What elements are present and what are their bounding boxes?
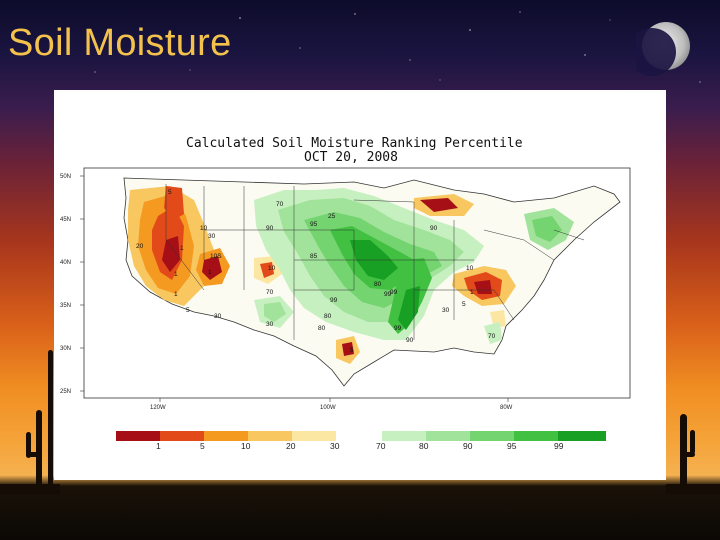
contour-label: 80 — [374, 281, 382, 288]
contour-label: 70 — [488, 333, 496, 340]
state-boundaries — [165, 184, 585, 340]
soil-moisture-map: Calculated Soil Moisture Ranking Percent… — [60, 136, 631, 451]
contour-label: 1 — [470, 289, 474, 296]
color-legend: 1 5 10 20 30 70 80 90 95 99 — [116, 431, 606, 451]
legend-label: 5 — [200, 441, 205, 451]
contour-label: 90 — [430, 225, 438, 232]
legend-swatch — [204, 431, 248, 441]
contour-label: 70 — [266, 289, 274, 296]
contour-label: 1 — [208, 269, 212, 276]
contour-label: 5 — [186, 307, 190, 314]
lon-label: 80W — [500, 405, 513, 411]
moon-icon — [636, 22, 690, 76]
contour-label: 90 — [406, 337, 414, 344]
contour-label: 99 — [390, 289, 398, 296]
contour-label: 80 — [324, 313, 332, 320]
contour-label: 5 — [350, 347, 354, 354]
map-title: Calculated Soil Moisture Ranking Percent… — [186, 136, 523, 151]
contour-label: 90 — [266, 225, 274, 232]
longitude-labels: 120W 100W 80W — [150, 405, 513, 411]
legend-label: 99 — [554, 441, 564, 451]
contour-labels: 5 1 1 1 1 5 10 20 30 10S 70 25 90 95 85 … — [136, 189, 496, 354]
contour-label: 70 — [276, 201, 284, 208]
legend-label: 80 — [419, 441, 429, 451]
legend-swatch — [470, 431, 514, 441]
contour-label: 10 — [200, 225, 208, 232]
lat-label: 50N — [60, 174, 71, 180]
contour-label: 5 — [168, 189, 172, 196]
legend-swatch — [382, 431, 426, 441]
legend-label: 1 — [156, 441, 161, 451]
lat-label: 40N — [60, 260, 71, 266]
contour-label: 30 — [208, 233, 216, 240]
lat-label: 35N — [60, 303, 71, 309]
contour-label: 30 — [442, 307, 450, 314]
contour-label: 30 — [214, 313, 222, 320]
contour-label: 1 — [174, 291, 178, 298]
legend-swatch — [292, 431, 336, 441]
legend-label: 90 — [463, 441, 473, 451]
contour-label: 80 — [318, 325, 326, 332]
legend-label: 30 — [330, 441, 340, 451]
contour-label: 10 — [268, 265, 276, 272]
lat-label: 30N — [60, 346, 71, 352]
lat-label: 45N — [60, 217, 71, 223]
slide-title: Soil Moisture — [8, 22, 232, 64]
latitude-labels: 50N 45N 40N 35N 30N 25N — [60, 174, 71, 395]
legend-swatch — [426, 431, 470, 441]
legend-swatch — [514, 431, 558, 441]
contour-label: 25 — [328, 213, 336, 220]
contour-label: 99 — [384, 291, 392, 298]
dry-regions — [128, 186, 516, 364]
legend-label: 20 — [286, 441, 296, 451]
contour-label: 1 — [174, 271, 178, 278]
legend-swatch — [248, 431, 292, 441]
contour-label: 95 — [310, 221, 318, 228]
soil-moisture-map-panel: Calculated Soil Moisture Ranking Percent… — [54, 90, 666, 480]
legend-swatch — [116, 431, 160, 441]
contour-label: 10S — [210, 253, 222, 260]
contour-label: 20 — [136, 243, 144, 250]
legend-label: 70 — [376, 441, 386, 451]
contour-label: 85 — [310, 253, 318, 260]
legend-swatch — [160, 431, 204, 441]
lon-label: 120W — [150, 405, 166, 411]
contour-label: 30 — [266, 321, 274, 328]
legend-label: 10 — [241, 441, 251, 451]
legend-label: 95 — [507, 441, 517, 451]
contour-label: 1 — [180, 245, 184, 252]
contour-label: 5 — [462, 301, 466, 308]
contour-label: 10 — [466, 265, 474, 272]
contour-label: 99 — [394, 325, 402, 332]
lat-label: 25N — [60, 389, 71, 395]
contour-label: 99 — [330, 297, 338, 304]
map-date: OCT 20, 2008 — [304, 150, 398, 165]
lon-label: 100W — [320, 405, 336, 411]
axis-ticks — [80, 175, 509, 402]
legend-swatch — [558, 431, 606, 441]
